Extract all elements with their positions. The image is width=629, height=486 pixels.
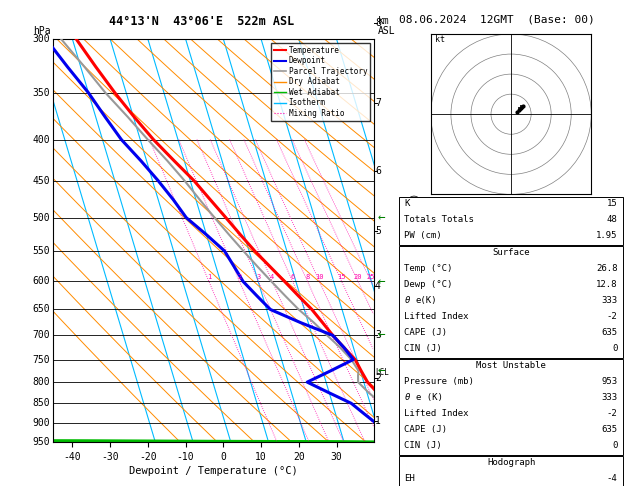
Text: 48: 48 — [607, 215, 618, 224]
Text: 500: 500 — [33, 213, 50, 223]
Text: 550: 550 — [33, 246, 50, 256]
Text: 6: 6 — [291, 274, 295, 280]
Text: hPa: hPa — [33, 26, 50, 36]
Text: 1: 1 — [207, 274, 211, 280]
Text: 15: 15 — [337, 274, 346, 280]
Text: CIN (J): CIN (J) — [404, 344, 442, 353]
X-axis label: Dewpoint / Temperature (°C): Dewpoint / Temperature (°C) — [130, 466, 298, 476]
Text: 635: 635 — [601, 328, 618, 337]
Text: 953: 953 — [601, 377, 618, 386]
Text: 1: 1 — [375, 416, 381, 426]
Text: 6: 6 — [375, 166, 381, 176]
Text: 0: 0 — [612, 344, 618, 353]
Text: 1.95: 1.95 — [596, 231, 618, 240]
Text: 3: 3 — [375, 330, 381, 340]
Text: 26.8: 26.8 — [596, 264, 618, 273]
Text: km
ASL: km ASL — [377, 16, 395, 36]
Text: 4: 4 — [375, 281, 381, 291]
Text: Lifted Index: Lifted Index — [404, 312, 469, 321]
Text: 3: 3 — [256, 274, 260, 280]
Text: 4: 4 — [270, 274, 274, 280]
Text: θ: θ — [404, 296, 410, 305]
Text: e(K): e(K) — [416, 296, 437, 305]
Text: 350: 350 — [33, 88, 50, 98]
Text: -2: -2 — [607, 409, 618, 418]
Text: Dewp (°C): Dewp (°C) — [404, 280, 453, 289]
Text: 600: 600 — [33, 277, 50, 286]
Text: Mixing Ratio (g/kg): Mixing Ratio (g/kg) — [411, 193, 420, 288]
Text: -2: -2 — [607, 312, 618, 321]
Text: 300: 300 — [33, 34, 50, 44]
Text: 333: 333 — [601, 393, 618, 402]
Text: Totals Totals: Totals Totals — [404, 215, 474, 224]
Text: EH: EH — [404, 474, 415, 484]
Text: 800: 800 — [33, 377, 50, 387]
Text: K: K — [404, 199, 410, 208]
Text: e (K): e (K) — [416, 393, 443, 402]
Legend: Temperature, Dewpoint, Parcel Trajectory, Dry Adiabat, Wet Adiabat, Isotherm, Mi: Temperature, Dewpoint, Parcel Trajectory… — [271, 43, 370, 121]
Text: 10: 10 — [315, 274, 324, 280]
Text: 44°13'N  43°06'E  522m ASL: 44°13'N 43°06'E 522m ASL — [109, 15, 294, 28]
Text: 08.06.2024  12GMT  (Base: 00): 08.06.2024 12GMT (Base: 00) — [399, 15, 595, 25]
Text: 650: 650 — [33, 304, 50, 314]
Text: Hodograph: Hodograph — [487, 458, 535, 468]
Text: CAPE (J): CAPE (J) — [404, 425, 447, 434]
Text: CIN (J): CIN (J) — [404, 441, 442, 451]
Text: PW (cm): PW (cm) — [404, 231, 442, 240]
Text: ←: ← — [377, 329, 385, 342]
Text: 20: 20 — [353, 274, 362, 280]
Text: 25: 25 — [367, 274, 375, 280]
Text: Surface: Surface — [493, 248, 530, 257]
Text: 2: 2 — [375, 373, 381, 382]
Text: 700: 700 — [33, 330, 50, 340]
Text: Pressure (mb): Pressure (mb) — [404, 377, 474, 386]
Text: ←: ← — [377, 364, 385, 378]
Text: Lifted Index: Lifted Index — [404, 409, 469, 418]
Text: LCL: LCL — [375, 368, 389, 377]
Text: θ: θ — [404, 393, 410, 402]
Text: 900: 900 — [33, 418, 50, 428]
Text: 15: 15 — [607, 199, 618, 208]
Text: 635: 635 — [601, 425, 618, 434]
Text: Temp (°C): Temp (°C) — [404, 264, 453, 273]
Text: ←: ← — [377, 275, 385, 288]
Text: -4: -4 — [607, 474, 618, 484]
Text: 850: 850 — [33, 399, 50, 408]
Text: 0: 0 — [612, 441, 618, 451]
Text: Most Unstable: Most Unstable — [476, 361, 546, 370]
Text: 7: 7 — [375, 98, 381, 108]
Text: 750: 750 — [33, 354, 50, 364]
Text: kt: kt — [435, 35, 445, 44]
Text: 8: 8 — [306, 274, 309, 280]
Text: 450: 450 — [33, 176, 50, 186]
Text: 333: 333 — [601, 296, 618, 305]
Text: CAPE (J): CAPE (J) — [404, 328, 447, 337]
Text: 2: 2 — [237, 274, 242, 280]
Text: 8: 8 — [375, 18, 381, 28]
Text: ←: ← — [377, 211, 385, 224]
Text: 5: 5 — [375, 226, 381, 236]
Text: 400: 400 — [33, 135, 50, 144]
Text: 12.8: 12.8 — [596, 280, 618, 289]
Text: 950: 950 — [33, 437, 50, 447]
